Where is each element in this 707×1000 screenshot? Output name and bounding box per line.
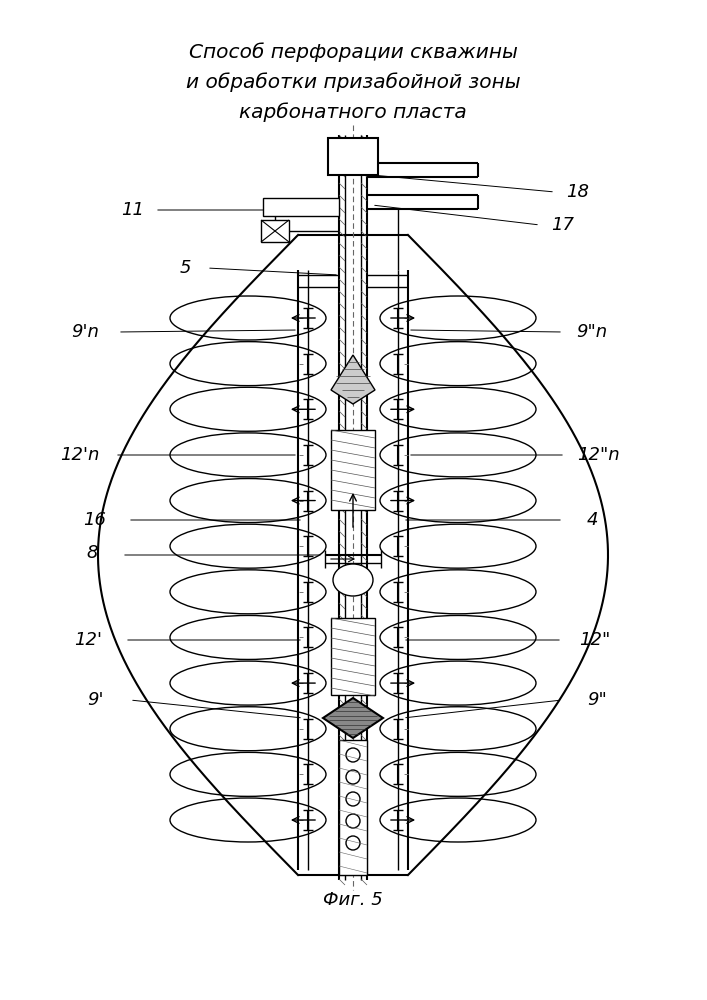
Bar	[331, 430, 375, 510]
Text: 12"n: 12"n	[577, 446, 619, 464]
Text: 18: 18	[566, 183, 590, 201]
Text: 9": 9"	[587, 691, 607, 709]
Text: и обработки призабойной зоны: и обработки призабойной зоны	[186, 72, 520, 92]
Text: 9'n: 9'n	[71, 323, 99, 341]
Text: Способ перфорации скважины: Способ перфорации скважины	[189, 42, 518, 62]
Text: 11: 11	[122, 201, 144, 219]
Text: 12": 12"	[579, 631, 611, 649]
Bar	[331, 618, 375, 695]
Polygon shape	[331, 355, 375, 404]
Bar	[328, 138, 378, 175]
Bar	[261, 220, 289, 242]
Text: 12'n: 12'n	[60, 446, 100, 464]
Text: 9': 9'	[87, 691, 103, 709]
Ellipse shape	[333, 564, 373, 596]
Text: 8: 8	[86, 544, 98, 562]
Text: 9"n: 9"n	[576, 323, 607, 341]
Text: 5: 5	[180, 259, 191, 277]
Bar	[339, 740, 367, 875]
Text: 16: 16	[83, 511, 107, 529]
Polygon shape	[323, 698, 383, 738]
Text: 17: 17	[551, 216, 575, 234]
Text: Фиг. 5: Фиг. 5	[323, 891, 383, 909]
Text: карбонатного пласта: карбонатного пласта	[239, 102, 467, 122]
Text: 4: 4	[586, 511, 597, 529]
Text: 12': 12'	[74, 631, 102, 649]
Bar	[263, 198, 339, 216]
